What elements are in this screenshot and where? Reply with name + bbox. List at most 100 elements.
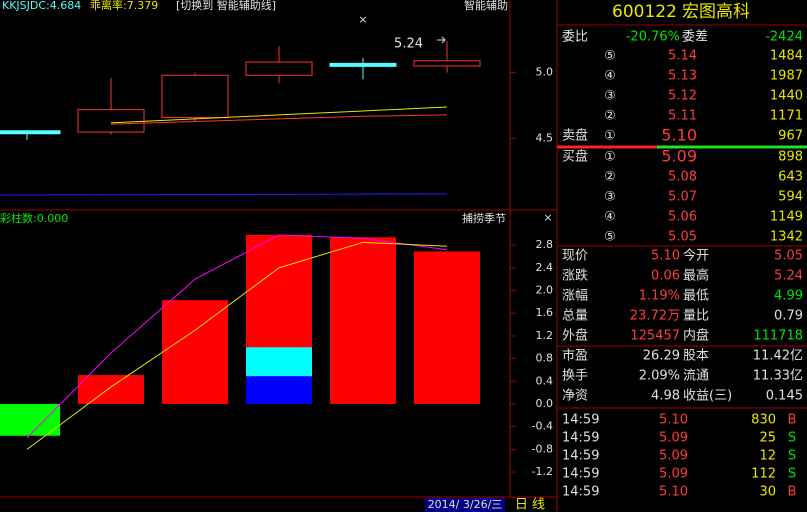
ma-line bbox=[110, 106, 448, 124]
label: ③ bbox=[604, 190, 616, 205]
label: 4.98 bbox=[651, 389, 680, 404]
label: KKJSJDC:4.684 bbox=[2, 0, 81, 12]
label: ① bbox=[604, 150, 616, 165]
label: 14:59 bbox=[562, 413, 599, 428]
label: ② bbox=[604, 170, 616, 185]
label: 830 bbox=[751, 413, 776, 428]
label: 11.42亿 bbox=[753, 349, 803, 364]
bar bbox=[414, 251, 480, 404]
label: 5.10 bbox=[651, 249, 680, 264]
y-tick-label: -1.2 bbox=[532, 465, 553, 478]
label: 卖盘 bbox=[562, 128, 588, 144]
label: ⑤ bbox=[604, 230, 616, 245]
ma-line bbox=[110, 114, 448, 125]
volume-line bbox=[0, 193, 448, 196]
label: 5.10 bbox=[659, 485, 688, 500]
candle-body bbox=[245, 61, 313, 76]
label: 今开 bbox=[683, 248, 709, 264]
label: 5.10 bbox=[661, 126, 697, 145]
label: ⑤ bbox=[604, 49, 616, 64]
label: 委差 bbox=[682, 30, 708, 45]
label: 5.09 bbox=[661, 147, 697, 166]
close-icon[interactable]: × bbox=[543, 211, 552, 224]
label: 5.06 bbox=[668, 210, 697, 225]
label: 总量 bbox=[562, 309, 588, 324]
label: 智能辅助 bbox=[464, 0, 508, 12]
label: 内盘 bbox=[683, 328, 709, 344]
label: 最高 bbox=[683, 268, 709, 284]
label: 量比 bbox=[683, 309, 709, 324]
label: 5.09 bbox=[659, 449, 688, 464]
label: 14:59 bbox=[562, 485, 599, 500]
label: ① bbox=[604, 129, 616, 144]
label: 涨幅 bbox=[562, 289, 588, 304]
y-tick-label: 1.6 bbox=[536, 306, 554, 319]
label: 1342 bbox=[770, 230, 803, 245]
label: 5.08 bbox=[668, 170, 697, 185]
bar bbox=[246, 376, 312, 404]
label: 1987 bbox=[770, 69, 803, 84]
label: 26.29 bbox=[643, 349, 680, 364]
label: ③ bbox=[604, 89, 616, 104]
label: 5.14 bbox=[668, 49, 697, 64]
label: S bbox=[788, 431, 796, 446]
label: S bbox=[788, 449, 796, 464]
label: 600122 bbox=[612, 2, 677, 22]
label: 涨跌 bbox=[562, 268, 588, 284]
label: 14:59 bbox=[562, 467, 599, 482]
indicator-line bbox=[26, 234, 448, 439]
y-tick-label: 1.2 bbox=[536, 329, 554, 342]
y-tick-label: 5.0 bbox=[536, 66, 554, 79]
label: ④ bbox=[604, 69, 616, 84]
label: 日 线 bbox=[515, 498, 545, 512]
label: B bbox=[788, 485, 797, 500]
label: 23.72万 bbox=[630, 309, 680, 324]
y-tick-label: 2.0 bbox=[536, 284, 554, 297]
label: 2014/ 3/26/三 bbox=[428, 498, 503, 511]
label: [切换到 智能辅助线] bbox=[176, 0, 276, 12]
label: 买盘 bbox=[562, 149, 588, 165]
label: ② bbox=[604, 109, 616, 124]
label: 5.05 bbox=[668, 230, 697, 245]
label: 流通 bbox=[683, 369, 709, 384]
y-tick-label: 2.8 bbox=[536, 238, 554, 251]
label: 外盘 bbox=[562, 328, 588, 344]
label: 0.79 bbox=[774, 309, 803, 324]
label: -20.76% bbox=[626, 30, 680, 45]
label: B bbox=[788, 413, 797, 428]
label: 0.06 bbox=[651, 269, 680, 284]
label: 4.99 bbox=[774, 289, 803, 304]
label: 0.145 bbox=[766, 389, 803, 404]
indicator-line bbox=[26, 241, 448, 450]
label: 收益(三) bbox=[683, 389, 732, 404]
y-tick-label: 2.4 bbox=[536, 261, 554, 274]
label: 5.12 bbox=[668, 89, 697, 104]
candle-body bbox=[161, 74, 229, 119]
bar bbox=[0, 403, 60, 436]
label: 14:59 bbox=[562, 449, 599, 464]
label: 5.05 bbox=[774, 249, 803, 264]
label: 1484 bbox=[770, 49, 803, 64]
label: 1.19% bbox=[639, 289, 680, 304]
label: ④ bbox=[604, 210, 616, 225]
bar bbox=[162, 300, 228, 404]
label: 1440 bbox=[770, 89, 803, 104]
label: 5.10 bbox=[659, 413, 688, 428]
label: 111718 bbox=[753, 329, 803, 344]
candle-body bbox=[329, 62, 397, 67]
close-icon[interactable]: × bbox=[358, 13, 367, 26]
label: 乖离率:7.379 bbox=[90, 0, 158, 12]
label: 彩柱数:0.000 bbox=[0, 211, 68, 225]
label: 净资 bbox=[562, 389, 588, 404]
label: 市盈 bbox=[562, 348, 588, 364]
label: 1149 bbox=[770, 210, 803, 225]
label: 现价 bbox=[562, 249, 588, 264]
y-tick-label: 0.4 bbox=[536, 374, 554, 387]
label: 5.11 bbox=[668, 109, 697, 124]
date-box bbox=[425, 498, 505, 512]
label: 30 bbox=[759, 485, 776, 500]
label: 2.09% bbox=[639, 369, 680, 384]
annotation: 5.24 bbox=[394, 37, 423, 52]
label: 宏图高科 bbox=[682, 2, 750, 22]
arrow bbox=[437, 36, 446, 44]
